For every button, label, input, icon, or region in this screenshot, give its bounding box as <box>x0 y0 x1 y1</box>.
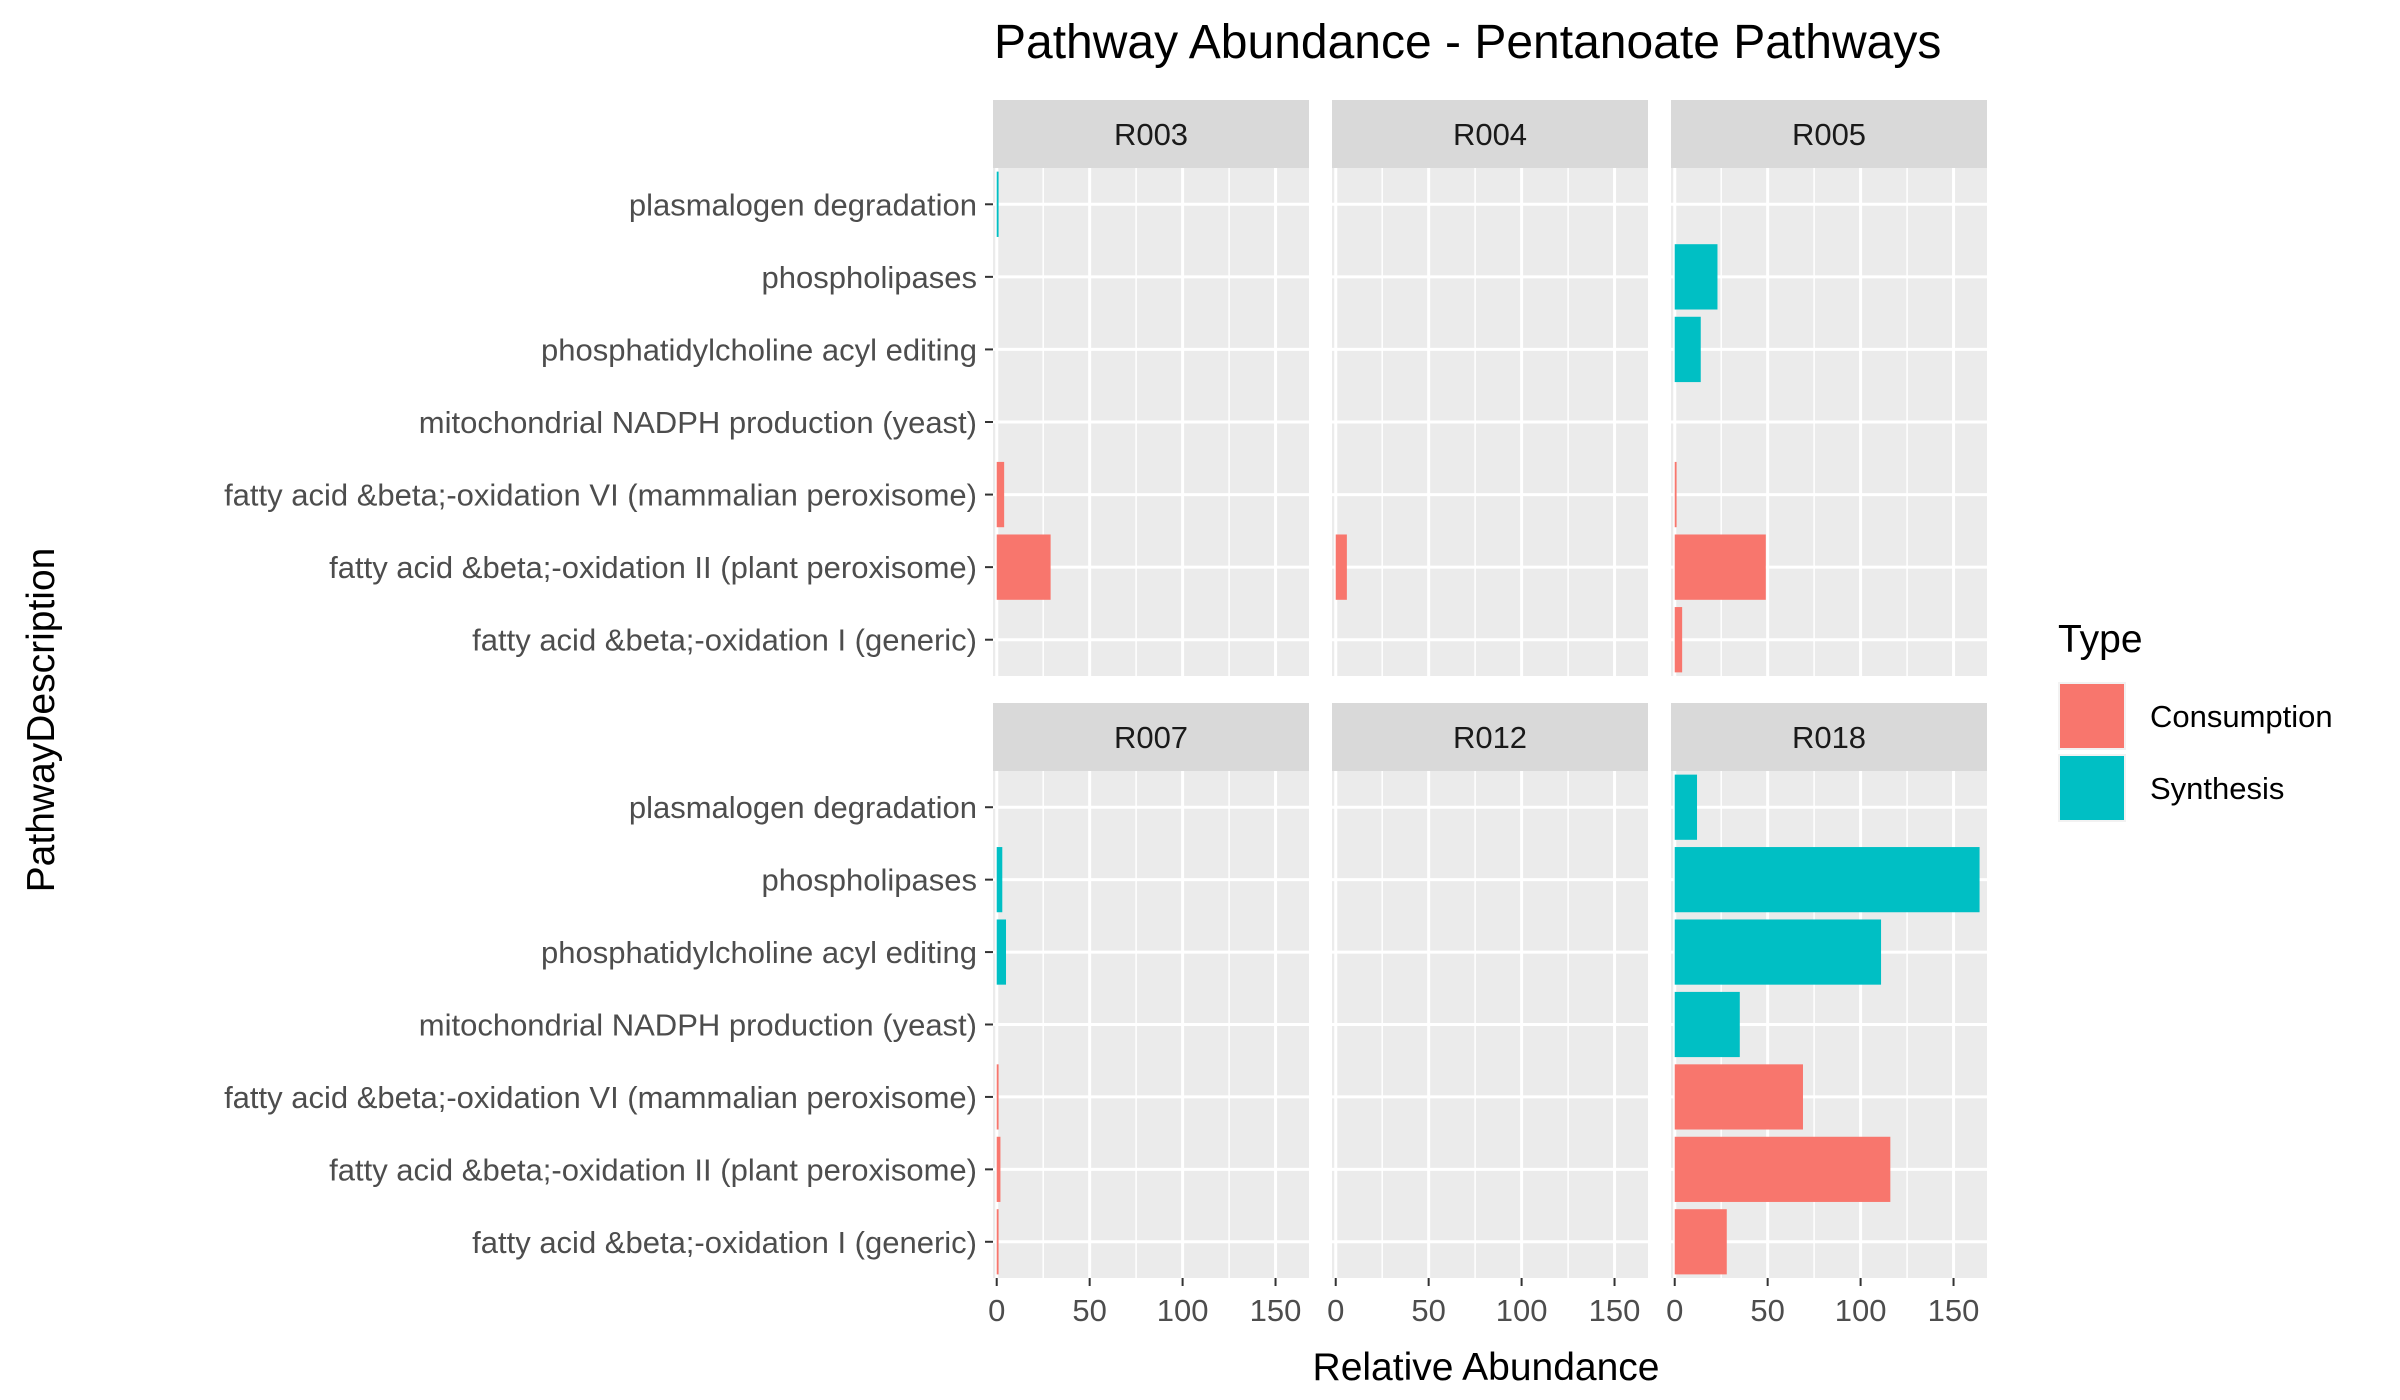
y-tick-label: fatty acid &beta;-oxidation VI (mammalia… <box>224 478 977 513</box>
bar-r007-fatty-acid-beta-oxidation-i-generic <box>996 1209 999 1275</box>
bar-r003-fatty-acid-beta-oxidation-vi-mammalian-peroxisome <box>996 461 1005 528</box>
bar-r018-fatty-acid-beta-oxidation-ii-plant-peroxisome <box>1674 1136 1891 1202</box>
y-tick-label: mitochondrial NADPH production (yeast) <box>419 1008 977 1043</box>
facet-strip-r018 <box>1671 703 1987 771</box>
facet-label-r005: R005 <box>1792 117 1866 152</box>
y-tick-label: phosphatidylcholine acyl editing <box>541 332 977 367</box>
y-tick-label: phosphatidylcholine acyl editing <box>541 935 977 970</box>
bar-r003-fatty-acid-beta-oxidation-ii-plant-peroxisome <box>996 534 1051 600</box>
bar-r005-fatty-acid-beta-oxidation-ii-plant-peroxisome <box>1674 534 1766 600</box>
bar-r018-plasmalogen-degradation <box>1674 774 1698 840</box>
facet-strip-r004 <box>1332 100 1648 168</box>
x-tick-label: 100 <box>1157 1293 1209 1328</box>
x-axis-label: Relative Abundance <box>1313 1346 1660 1389</box>
bar-r018-fatty-acid-beta-oxidation-vi-mammalian-peroxisome <box>1674 1064 1803 1130</box>
bar-r018-fatty-acid-beta-oxidation-i-generic <box>1674 1209 1727 1275</box>
legend: Type Consumption Synthesis <box>2058 618 2333 822</box>
y-tick-label: plasmalogen degradation <box>629 790 977 825</box>
x-tick-label: 0 <box>1666 1293 1683 1328</box>
x-tick-label: 150 <box>1250 1293 1302 1328</box>
facet-strip-r005 <box>1671 100 1987 168</box>
x-tick-label: 50 <box>1072 1293 1106 1328</box>
x-tick-label: 150 <box>1589 1293 1641 1328</box>
y-tick-label: mitochondrial NADPH production (yeast) <box>419 405 977 440</box>
facet-strip-r007 <box>993 703 1309 771</box>
facet-label-r007: R007 <box>1114 720 1188 755</box>
x-tick-label: 100 <box>1496 1293 1548 1328</box>
bar-r007-phosphatidylcholine-acyl-editing <box>996 919 1007 985</box>
x-tick-label: 50 <box>1411 1293 1445 1328</box>
x-tick-label: 0 <box>1327 1293 1344 1328</box>
bar-r007-fatty-acid-beta-oxidation-vi-mammalian-peroxisome <box>996 1064 999 1130</box>
bar-r005-fatty-acid-beta-oxidation-vi-mammalian-peroxisome <box>1674 461 1677 528</box>
facet-strip-r003 <box>993 100 1309 168</box>
bar-r005-fatty-acid-beta-oxidation-i-generic <box>1674 607 1683 673</box>
y-tick-label: phospholipases <box>762 863 977 898</box>
facet-label-r004: R004 <box>1453 117 1527 152</box>
bar-r007-phospholipases <box>996 847 1003 913</box>
y-tick-label: plasmalogen degradation <box>629 187 977 222</box>
bar-r007-fatty-acid-beta-oxidation-ii-plant-peroxisome <box>996 1136 1001 1202</box>
legend-swatch-consumption <box>2060 684 2124 748</box>
y-tick-label: fatty acid &beta;-oxidation I (generic) <box>472 1225 977 1260</box>
facet-panels: R003 plasmalogen degradation phospholipase… <box>224 100 1987 1328</box>
x-tick-label: 0 <box>988 1293 1005 1328</box>
facet-label-r003: R003 <box>1114 117 1188 152</box>
chart-title: Pathway Abundance - Pentanoate Pathways <box>994 16 1941 69</box>
legend-title: Type <box>2058 618 2143 661</box>
x-tick-label: 100 <box>1835 1293 1887 1328</box>
facet-label-r012: R012 <box>1453 720 1527 755</box>
x-tick-label: 150 <box>1928 1293 1980 1328</box>
bar-r005-phospholipases <box>1674 244 1718 310</box>
legend-label-consumption: Consumption <box>2150 699 2333 734</box>
x-tick-label: 50 <box>1750 1293 1784 1328</box>
legend-swatch-synthesis <box>2060 756 2124 820</box>
y-tick-label: fatty acid &beta;-oxidation II (plant pe… <box>329 550 977 585</box>
facet-strip-r012 <box>1332 703 1648 771</box>
y-tick-label: fatty acid &beta;-oxidation I (generic) <box>472 623 977 658</box>
legend-label-synthesis: Synthesis <box>2150 771 2284 806</box>
bar-r018-mitochondrial-nadph-production-yeast <box>1674 991 1740 1058</box>
y-tick-label: fatty acid &beta;-oxidation VI (mammalia… <box>224 1080 977 1115</box>
bar-r005-phosphatidylcholine-acyl-editing <box>1674 316 1701 383</box>
bar-r018-phospholipases <box>1674 847 1980 913</box>
y-tick-label: phospholipases <box>762 260 977 295</box>
bar-r018-phosphatidylcholine-acyl-editing <box>1674 919 1882 985</box>
facet-label-r018: R018 <box>1792 720 1866 755</box>
y-axis-label: PathwayDescription <box>20 548 63 893</box>
bar-r004-fatty-acid-beta-oxidation-ii-plant-peroxisome <box>1335 534 1347 600</box>
bar-r003-plasmalogen-degradation <box>996 171 999 237</box>
y-tick-label: fatty acid &beta;-oxidation II (plant pe… <box>329 1152 977 1187</box>
